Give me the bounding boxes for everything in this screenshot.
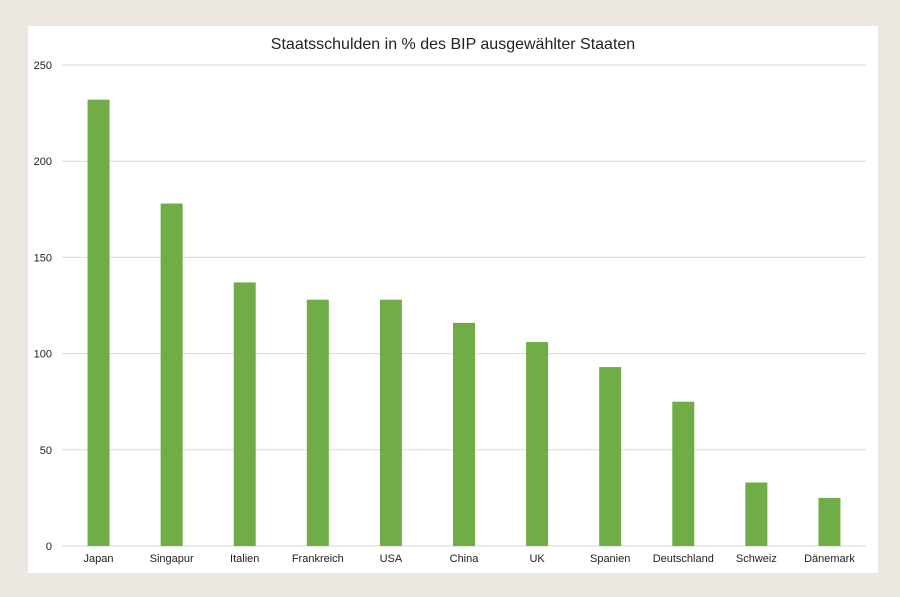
x-tick-label: UK [529,553,545,565]
x-tick-label: Italien [230,553,259,565]
x-tick-label: Frankreich [292,553,344,565]
bar-singapur [160,203,183,546]
x-tick-label: USA [380,553,403,565]
bar-uk [526,342,549,546]
x-tick-label: Deutschland [653,553,714,565]
bar-china [453,322,475,546]
y-tick-label: 200 [34,156,52,168]
x-tick-label: Dänemark [804,553,855,565]
y-axis-ticks: 0 50 100 150 200 250 [34,60,52,553]
bar-spanien [599,367,622,546]
y-tick-label: 250 [34,60,52,72]
bars [87,99,841,546]
x-tick-label: Japan [84,553,114,565]
x-tick-label: China [450,553,480,565]
y-tick-label: 150 [34,252,52,264]
bar-frankreich [306,299,329,546]
x-tick-label: Spanien [590,553,630,565]
bar-japan [87,99,110,546]
bar-dänemark [818,497,841,546]
chart-title: Staatsschulden in % des BIP ausgewählter… [271,36,635,53]
y-tick-label: 100 [34,349,52,361]
bar-schweiz [745,482,768,546]
x-tick-label: Singapur [150,553,194,565]
bar-deutschland [672,401,695,546]
bar-usa [379,299,402,546]
y-tick-label: 0 [46,541,52,553]
x-tick-label: Schweiz [736,553,777,565]
y-tick-label: 50 [40,445,52,457]
x-axis-ticks: Japan Singapur Italien Frankreich USA China UK… [84,553,856,565]
bar-italien [233,282,256,546]
